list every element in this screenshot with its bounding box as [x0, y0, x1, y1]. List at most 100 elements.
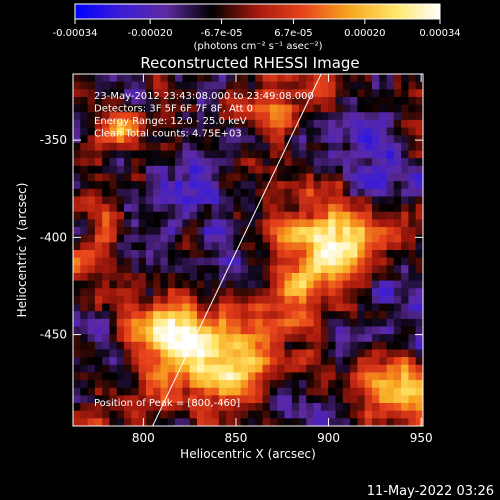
heatmap-cell	[109, 326, 118, 335]
heatmap-cell	[204, 227, 213, 236]
heatmap-cell	[124, 265, 132, 274]
heatmap-cell	[328, 96, 337, 106]
heatmap-cell	[335, 242, 344, 251]
heatmap-cell	[175, 257, 183, 266]
heatmap-cell	[124, 188, 132, 198]
heatmap-cell	[386, 257, 395, 266]
heatmap-cell	[320, 119, 329, 129]
heatmap-cell	[175, 295, 183, 305]
heatmap-cell	[284, 326, 293, 335]
heatmap-cell	[145, 326, 154, 335]
heatmap-cell	[94, 227, 103, 236]
heatmap-cell	[284, 165, 293, 175]
heatmap-cell	[102, 196, 111, 205]
heatmap-cell	[284, 104, 293, 113]
heatmap-cell	[138, 188, 147, 198]
heatmap-cell	[306, 119, 315, 129]
heatmap-cell	[87, 418, 96, 426]
heatmap-cell	[408, 211, 417, 220]
heatmap-cell	[371, 288, 380, 297]
heatmap-cell	[87, 150, 96, 159]
heatmap-cell	[80, 96, 89, 106]
heatmap-cell	[357, 380, 366, 389]
heatmap-cell	[160, 311, 169, 320]
heatmap-cell	[138, 295, 147, 305]
heatmap-cell	[255, 410, 264, 419]
heatmap-cell	[299, 349, 307, 358]
heatmap-cell	[240, 326, 249, 335]
heatmap-cell	[415, 119, 423, 129]
heatmap-cell	[102, 204, 111, 213]
heatmap-cell	[335, 395, 344, 404]
heatmap-cell	[167, 357, 176, 366]
heatmap-cell	[255, 227, 264, 236]
heatmap-cell	[211, 158, 220, 167]
heatmap-cell	[233, 112, 242, 121]
heatmap-cell	[371, 280, 380, 289]
heatmap-cell	[189, 211, 198, 220]
heatmap-cell	[284, 387, 293, 396]
heatmap-cell	[306, 142, 315, 152]
heatmap-cell	[357, 341, 366, 351]
heatmap-cell	[240, 272, 249, 282]
heatmap-cell	[350, 89, 358, 98]
heatmap-cell	[291, 234, 300, 243]
y-tick-label: -400	[40, 230, 67, 244]
heatmap-cell	[218, 173, 227, 182]
heatmap-cell	[255, 242, 264, 251]
heatmap-cell	[291, 204, 300, 213]
heatmap-cell	[364, 250, 373, 259]
heatmap-cell	[248, 395, 256, 404]
heatmap-cell	[204, 326, 213, 335]
heatmap-cell	[80, 280, 89, 289]
heatmap-cell	[255, 326, 264, 335]
heatmap-cell	[357, 112, 366, 121]
heatmap-cell	[393, 250, 402, 259]
heatmap-cell	[262, 181, 271, 190]
heatmap-cell	[196, 112, 205, 121]
heatmap-cell	[357, 349, 366, 358]
heatmap-cell	[145, 173, 154, 182]
heatmap-cell	[357, 204, 366, 213]
heatmap-cell	[248, 288, 256, 297]
heatmap-cell	[320, 334, 329, 343]
heatmap-cell	[328, 395, 337, 404]
heatmap-cell	[196, 303, 205, 312]
heatmap-cell	[379, 395, 388, 404]
heatmap-cell	[306, 265, 315, 274]
heatmap-cell	[109, 403, 118, 412]
heatmap-cell	[94, 410, 103, 419]
heatmap-cell	[357, 173, 366, 182]
heatmap-cell	[386, 74, 395, 83]
heatmap-cell	[145, 272, 154, 282]
heatmap-cell	[342, 326, 351, 335]
heatmap-cell	[335, 196, 344, 205]
heatmap-cell	[145, 364, 154, 374]
heatmap-cell	[248, 81, 256, 90]
heatmap-cell	[182, 303, 191, 312]
heatmap-cell	[73, 142, 81, 152]
heatmap-cell	[299, 81, 307, 90]
heatmap-cell	[342, 96, 351, 106]
heatmap-cell	[262, 303, 271, 312]
heatmap-cell	[138, 334, 147, 343]
heatmap-cell	[269, 104, 278, 113]
heatmap-cell	[379, 188, 388, 198]
heatmap-cell	[182, 380, 191, 389]
heatmap-cell	[226, 158, 235, 167]
heatmap-cell	[109, 104, 118, 113]
heatmap-cell	[160, 112, 169, 121]
heatmap-cell	[189, 272, 198, 282]
heatmap-cell	[189, 334, 198, 343]
heatmap-cell	[94, 127, 103, 136]
heatmap-cell	[233, 341, 242, 351]
heatmap-cell	[342, 364, 351, 374]
heatmap-cell	[102, 219, 111, 228]
heatmap-cell	[328, 303, 337, 312]
heatmap-cell	[167, 242, 176, 251]
heatmap-cell	[255, 96, 264, 106]
heatmap-cell	[80, 403, 89, 412]
heatmap-cell	[138, 280, 147, 289]
heatmap-cell	[124, 288, 132, 297]
heatmap-cell	[364, 311, 373, 320]
